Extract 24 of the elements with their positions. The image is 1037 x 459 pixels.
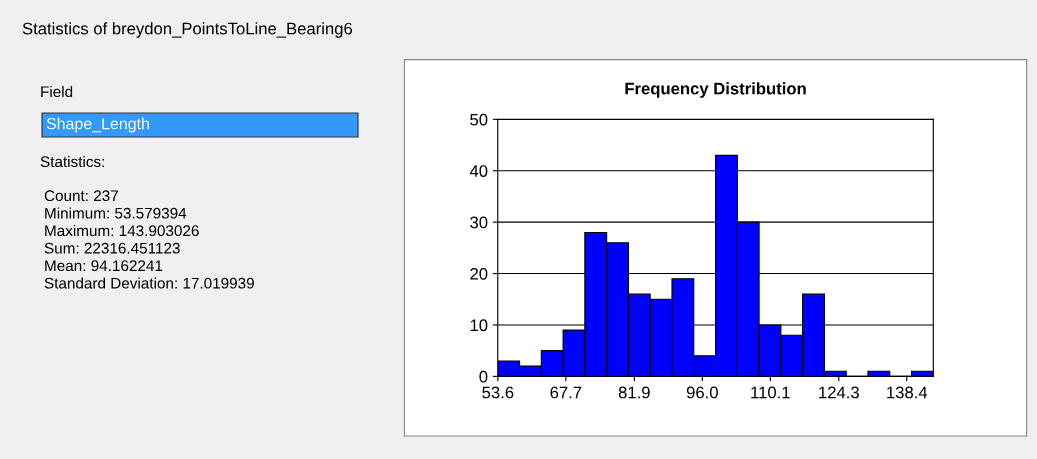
x-tick-label: 81.9 [618,386,650,399]
y-tick-label: 20 [470,267,488,280]
chart-title: Frequency Distribution [625,82,806,98]
text: Statistics: [40,155,104,168]
text: Sum: 22316.451123 [44,242,180,254]
text: Minimum: 53.579394 [45,207,187,219]
y-tick-label: 10 [470,319,488,332]
y-tick-label: 30 [470,216,488,229]
text: Mean: 94.162241 [45,260,163,272]
x-tick-label: 53.6 [482,386,514,399]
text: Count: 237 [44,190,118,202]
text: Shape_Length [46,117,149,133]
text: Field [41,85,73,98]
text: Maximum: 143.903026 [45,224,199,237]
y-tick-label: 0 [479,370,488,383]
x-tick-label: 124.3 [819,386,859,399]
y-tick-label: 50 [470,113,488,126]
x-tick-label: 67.7 [550,386,582,399]
x-tick-label: 96.0 [686,386,718,399]
x-tick-label: 138.4 [887,386,928,399]
y-tick-label: 40 [469,165,488,177]
x-tick-label: 110.1 [751,386,790,399]
text: Standard Deviation: 17.019939 [44,277,254,289]
text: Statistics of breydon_PointsToLine_Bearing6 [22,22,353,38]
